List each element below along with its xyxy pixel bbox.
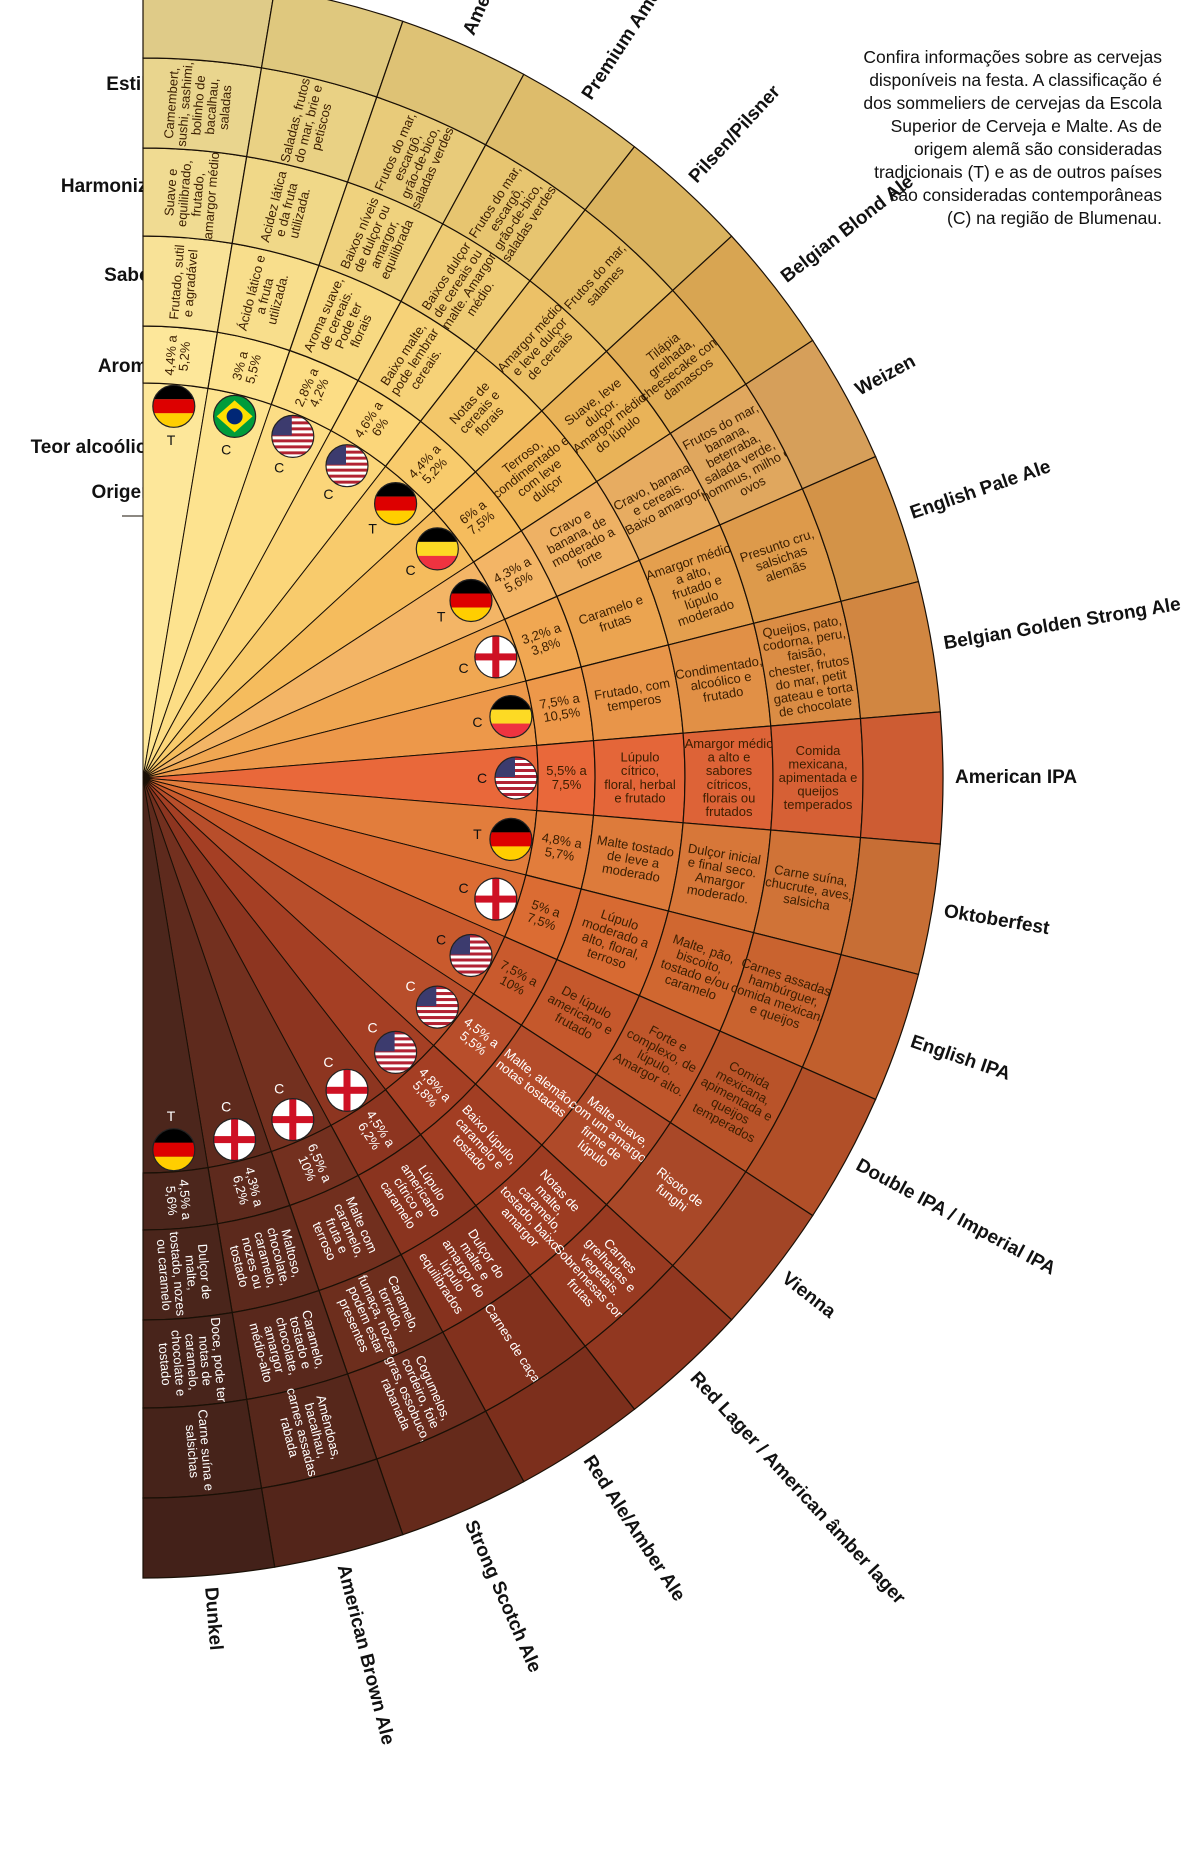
style-label: Vienna xyxy=(778,1268,840,1323)
cell-text-harmoniza: Carne suína esalsichas xyxy=(182,1409,217,1493)
cell-text-teor: 4,5% a5,6% xyxy=(163,1179,195,1222)
origin-letter: C xyxy=(274,460,284,476)
origin-letter: T xyxy=(167,432,176,448)
origin-letter: C xyxy=(459,660,469,676)
cell-text-teor: 4,8% a5,7% xyxy=(538,830,583,865)
origin-letter: T xyxy=(368,521,377,537)
style-label: Weizen xyxy=(852,351,919,400)
style-label: Double IPA / Imperial IPA xyxy=(852,1155,1059,1280)
style-label: Oktoberfest xyxy=(942,901,1051,939)
origin-letter: C xyxy=(323,1054,333,1070)
cell-text-harmoniza: Frutos do mar,banana,beterraba,salada ve… xyxy=(673,396,799,516)
style-label: English Pale Ale xyxy=(907,456,1053,524)
cell-text-sabor: Caramelo,torrado,fumaça, nozespodem esta… xyxy=(330,1262,427,1368)
cell-text-sabor: Cravo, bananae cereais.Baixo amargor. xyxy=(610,459,707,538)
cell-style xyxy=(859,711,944,845)
origin-letter: C xyxy=(405,978,415,994)
flag-germany-icon xyxy=(152,1128,196,1172)
cell-text-aroma: Malte tostadode leve amoderado xyxy=(591,832,675,886)
origin-letter: C xyxy=(436,931,446,947)
style-label: American IPA xyxy=(955,767,1077,788)
cell-style xyxy=(142,0,274,69)
origin-letter: C xyxy=(477,770,487,786)
origin-letter: T xyxy=(167,1108,176,1124)
intro-text: Confira informações sobre as cervejas di… xyxy=(863,47,1162,228)
cell-text-teor: 7,5% a10,5% xyxy=(538,690,583,725)
flag-usa-icon xyxy=(449,933,493,978)
style-label: Belgian Blond Ale xyxy=(777,171,918,287)
cell-text-harmoniza: Queijos, pato,codorna, peru,faisão,chest… xyxy=(759,612,858,721)
origin-letter: C xyxy=(323,486,333,502)
cell-text-aroma: Dulçor demalte,tostado, nozesou caramelo xyxy=(153,1229,215,1318)
style-label: Dunkel xyxy=(200,1586,226,1651)
flag-england-icon xyxy=(271,1097,315,1142)
style-label: Premium American Lager xyxy=(578,0,722,104)
row-label-origem: Origem xyxy=(91,482,158,503)
cell-text-aroma: Malte comcaramelo,fruta eterroso xyxy=(306,1194,381,1271)
style-label: Strong Scotch Ale xyxy=(460,1517,545,1676)
style-label: Belgian Golden Strong Ale xyxy=(942,594,1182,654)
style-label: Red Lager / American âmber lager xyxy=(686,1368,910,1609)
flag-brazil-icon xyxy=(213,394,257,438)
flag-usa-icon xyxy=(325,444,369,488)
style-label: American Lager xyxy=(459,0,536,38)
flag-england-icon xyxy=(325,1068,369,1112)
flag-germany-icon xyxy=(449,578,493,623)
style-label: American Brown Ale xyxy=(333,1563,399,1748)
flag-england-icon xyxy=(474,635,518,679)
cell-style xyxy=(142,1487,276,1579)
style-label: English IPA xyxy=(908,1031,1014,1085)
cell-text-teor: 4,3% a6,2% xyxy=(229,1165,267,1212)
origin-letter: C xyxy=(221,441,231,457)
cell-text-aroma: Lúpulo cítrico, floral, herbal e frutado xyxy=(604,750,676,806)
origin-letter: C xyxy=(368,1019,378,1035)
origin-letter: C xyxy=(274,1080,284,1096)
flag-belgium-icon xyxy=(415,527,459,571)
flag-germany-icon xyxy=(374,482,418,526)
flag-england-icon xyxy=(474,877,518,921)
origin-letter: T xyxy=(473,826,482,842)
flag-usa-icon xyxy=(494,756,538,800)
row-label-harmoniza: Harmoniza xyxy=(60,176,158,197)
cell-text-sabor: Malte, pão,biscoito,tostado e/oucaramelo xyxy=(655,930,741,1006)
cell-text-teor: 5,5% a 7,5% xyxy=(546,763,587,792)
style-label: Pilsen/Pilsner xyxy=(685,81,785,187)
origin-letter: C xyxy=(472,714,482,730)
cell-text-teor: 4,4% a5,2% xyxy=(162,334,194,377)
cell-text-sabor: Amargor médio a alto e sabores cítricos, flo… xyxy=(685,736,774,819)
flag-germany-icon xyxy=(152,384,196,428)
cell-text-aroma: Frutado, sutile agradável xyxy=(166,244,201,321)
origin-letter: C xyxy=(459,880,469,896)
origin-letter: T xyxy=(437,609,446,625)
style-label: Red Ale/Amber Ale xyxy=(579,1452,689,1605)
cell-text-sabor: Suave eequilibrado,frutado,amargor médio xyxy=(160,148,223,240)
flag-england-icon xyxy=(213,1117,257,1162)
cell-text-sabor: Doce, pode ternotas decaramelo,chocolate… xyxy=(154,1317,230,1408)
flag-germany-icon xyxy=(489,817,533,862)
flag-usa-icon xyxy=(415,985,459,1029)
origin-letter: C xyxy=(405,562,415,578)
cell-text-aroma: Lúpulomoderado aalto, floral,terroso xyxy=(571,901,655,976)
cell-text-harmoniza: Camembert,sushi, sashimi,bolinho debacal… xyxy=(160,60,236,151)
origin-letter: C xyxy=(221,1099,231,1115)
flag-belgium-icon xyxy=(489,694,533,739)
row-label-teor: Teor alcoólico xyxy=(30,437,158,458)
flag-usa-icon xyxy=(271,414,315,458)
cell-text-teor: 3% a5,5% xyxy=(229,349,264,385)
flag-usa-icon xyxy=(374,1030,418,1075)
